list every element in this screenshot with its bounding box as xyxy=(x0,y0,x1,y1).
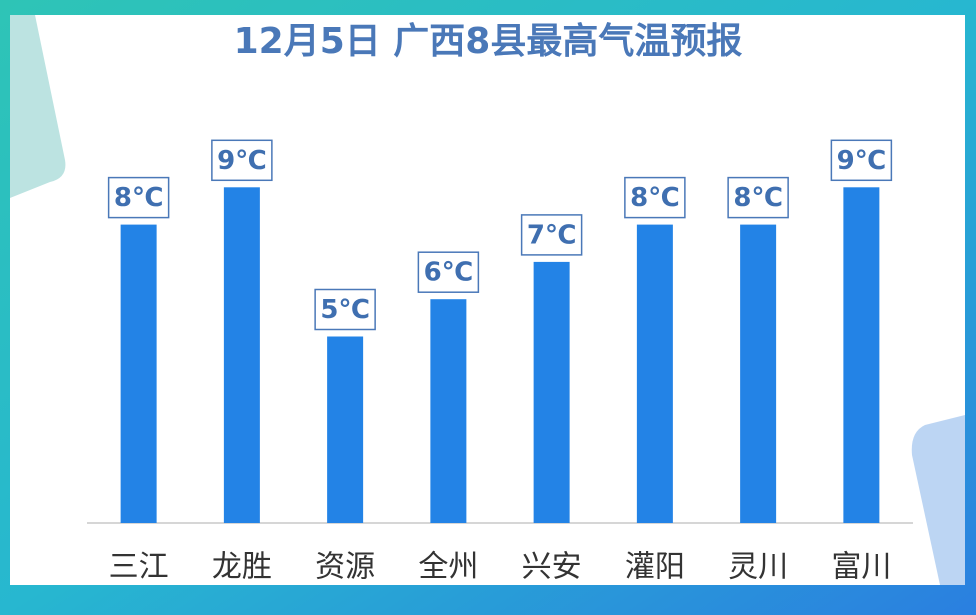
value-label: 8℃ xyxy=(733,183,783,213)
bar xyxy=(533,261,570,523)
bar xyxy=(843,187,880,524)
panel xyxy=(10,15,965,585)
value-label: 9℃ xyxy=(837,146,887,176)
value-label-box xyxy=(624,176,686,219)
decor xyxy=(10,15,66,198)
x-tick-label: 龙胜 xyxy=(212,550,272,585)
bar xyxy=(223,187,260,524)
value-label-box xyxy=(211,139,273,182)
x-tick-label: 灌阳 xyxy=(625,550,685,585)
chart-title: 12月5日 广西8县最高气温预报 xyxy=(234,21,743,62)
bar xyxy=(740,224,777,523)
value-label-box xyxy=(314,288,376,331)
value-label-box xyxy=(520,214,583,256)
value-label-box xyxy=(417,251,480,293)
bar xyxy=(430,299,467,523)
x-tick-label: 兴安 xyxy=(522,550,582,585)
x-tick-label: 富川 xyxy=(831,550,891,585)
value-label: 7℃ xyxy=(527,220,577,250)
bar xyxy=(327,336,364,523)
value-label: 5℃ xyxy=(320,295,370,325)
decor xyxy=(911,415,965,585)
x-tick-label: 资源 xyxy=(315,550,375,585)
bar xyxy=(120,224,157,523)
x-tick-label: 三江 xyxy=(109,550,169,585)
value-label: 8℃ xyxy=(630,183,680,213)
value-label: 6℃ xyxy=(424,258,474,288)
value-label: 8℃ xyxy=(114,183,164,213)
value-label: 9℃ xyxy=(217,146,267,176)
value-label-box xyxy=(107,176,170,219)
value-label-box xyxy=(727,176,789,219)
x-tick-label: 全州 xyxy=(418,550,478,585)
bar xyxy=(636,224,673,523)
value-label-box xyxy=(830,139,893,182)
x-tick-label: 灵川 xyxy=(728,550,788,585)
